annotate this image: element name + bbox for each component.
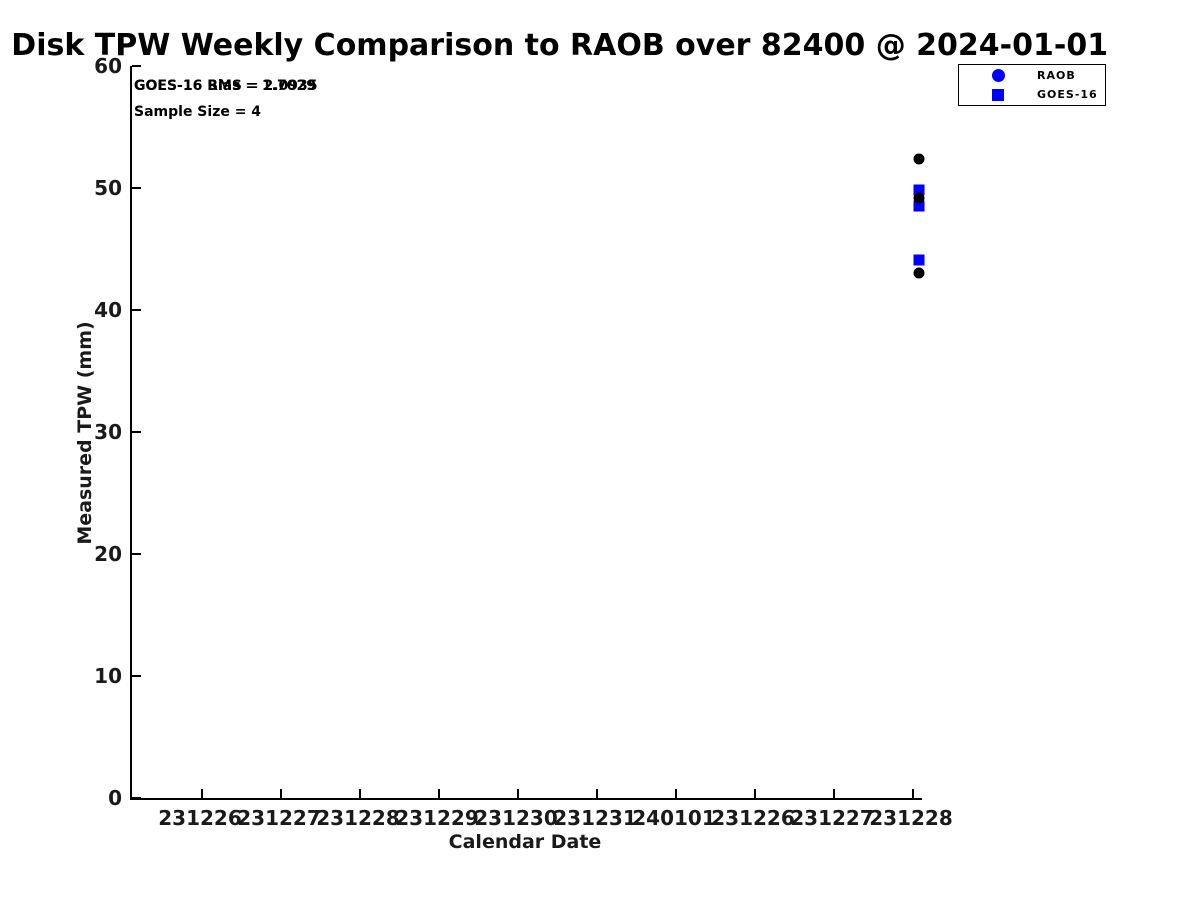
x-tick-label: 231228 xyxy=(316,806,400,830)
y-tick-mark xyxy=(132,675,141,677)
annotation-sample-size: Sample Size = 4 xyxy=(134,104,262,120)
data-point-goes16 xyxy=(913,184,925,196)
x-tick-label: 231227 xyxy=(237,806,321,830)
x-tick-label: 231230 xyxy=(474,806,558,830)
legend-entry-goes16: GOES-16 xyxy=(959,86,1105,104)
data-point-goes16 xyxy=(913,200,925,212)
y-tick-mark xyxy=(132,187,141,189)
data-point-raob xyxy=(913,192,925,204)
y-tick-label: 10 xyxy=(94,664,122,688)
y-tick-label: 50 xyxy=(94,176,122,200)
x-tick-mark xyxy=(754,789,756,798)
goes16-legend-marker-icon xyxy=(992,88,1004,101)
x-tick-label: 231227 xyxy=(790,806,874,830)
x-tick-mark xyxy=(675,789,677,798)
raob-legend-marker-icon xyxy=(991,68,1005,82)
plot-area: GOES-16 RMS = 2.0935 GOES-16 Bias = 1.70… xyxy=(130,65,925,800)
x-tick-mark xyxy=(596,789,598,798)
x-tick-label: 240101 xyxy=(632,806,716,830)
annotation-rms: GOES-16 RMS = 2.0935 xyxy=(134,78,318,94)
x-tick-mark xyxy=(833,789,835,798)
y-tick-label: 60 xyxy=(94,54,122,78)
y-tick-mark xyxy=(132,431,141,433)
y-tick-label: 40 xyxy=(94,298,122,322)
x-tick-label: 231228 xyxy=(869,806,953,830)
x-tick-mark xyxy=(359,789,361,798)
chart-title: Full Disk TPW Weekly Comparison to RAOB … xyxy=(0,28,1109,63)
y-tick-label: 30 xyxy=(94,420,122,444)
y-tick-label: 20 xyxy=(94,542,122,566)
annotation-bias: GOES-16 Bias = 1.7029 xyxy=(134,78,316,94)
y-tick-mark xyxy=(132,65,141,67)
x-tick-mark xyxy=(438,789,440,798)
x-axis-label: Calendar Date xyxy=(448,831,602,853)
x-tick-label: 231229 xyxy=(395,806,479,830)
data-point-raob xyxy=(913,267,925,279)
y-tick-mark xyxy=(132,309,141,311)
legend-entry-raob: RAOB xyxy=(959,66,1105,84)
x-tick-mark xyxy=(517,789,519,798)
data-point-goes16 xyxy=(913,254,925,266)
x-tick-mark xyxy=(912,789,914,798)
y-tick-label: 0 xyxy=(108,786,122,810)
data-point-raob xyxy=(913,153,925,165)
x-tick-label: 231226 xyxy=(158,806,242,830)
x-tick-mark xyxy=(280,789,282,798)
y-tick-mark xyxy=(132,797,141,799)
x-tick-label: 231226 xyxy=(711,806,795,830)
y-tick-mark xyxy=(132,553,141,555)
x-tick-label: 231231 xyxy=(553,806,637,830)
legend-label-goes16: GOES-16 xyxy=(1037,88,1098,102)
legend-label-raob: RAOB xyxy=(1037,68,1076,82)
legend-box: RAOB GOES-16 xyxy=(958,64,1106,106)
x-tick-mark xyxy=(201,789,203,798)
